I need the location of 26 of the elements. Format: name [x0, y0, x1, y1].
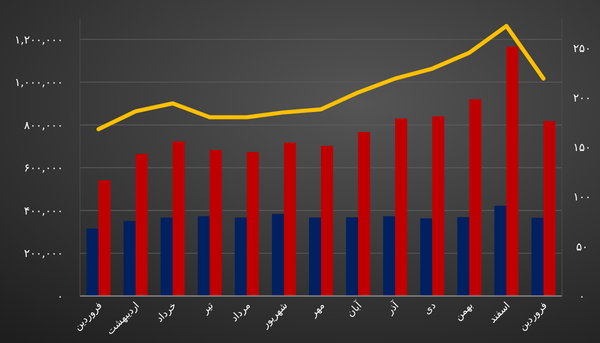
x-tick-label: خرداد [154, 300, 179, 325]
x-tick-label: مرداد [229, 300, 253, 324]
y-tick-label: ۶۰۰,۰۰۰ [24, 162, 63, 175]
y-tick-label: ۰ [57, 290, 63, 303]
y2-tick-label: ۲۵۰ [573, 42, 591, 55]
y-tick-label: ۱,۰۰۰,۰۰۰ [14, 76, 63, 90]
x-tick-label: آبان [344, 298, 366, 320]
x-tick-label: فروردین [517, 300, 550, 333]
x-tick-label: فروردین [72, 300, 105, 333]
y-tick-label: ۲۰۰,۰۰۰ [24, 247, 63, 260]
x-tick-label: دی [422, 300, 438, 317]
x-tick-label: آذر [382, 298, 402, 318]
y-tick-label: ۸۰۰,۰۰۰ [24, 118, 63, 132]
x-tick-label: شهریور [259, 300, 290, 331]
y-tick-label: ۴۰۰,۰۰۰ [24, 204, 63, 218]
x-tick-label: اسفند [487, 300, 513, 326]
y2-tick-label: ۰ [579, 290, 585, 303]
y-tick-label: ۱,۲۰۰,۰۰۰ [14, 33, 63, 46]
x-tick-label: مهر [308, 300, 328, 320]
x-tick-label: تیر [199, 300, 216, 317]
y2-tick-label: ۱۰۰ [573, 190, 591, 204]
x-tick-label: اردیبهشت [104, 300, 142, 338]
y2-tick-label: ۱۵۰ [573, 141, 591, 154]
x-tick-label: بهمن [452, 300, 476, 323]
y2-tick-label: ۲۰۰ [573, 91, 591, 104]
y2-tick-label: ۵۰ [576, 240, 588, 254]
